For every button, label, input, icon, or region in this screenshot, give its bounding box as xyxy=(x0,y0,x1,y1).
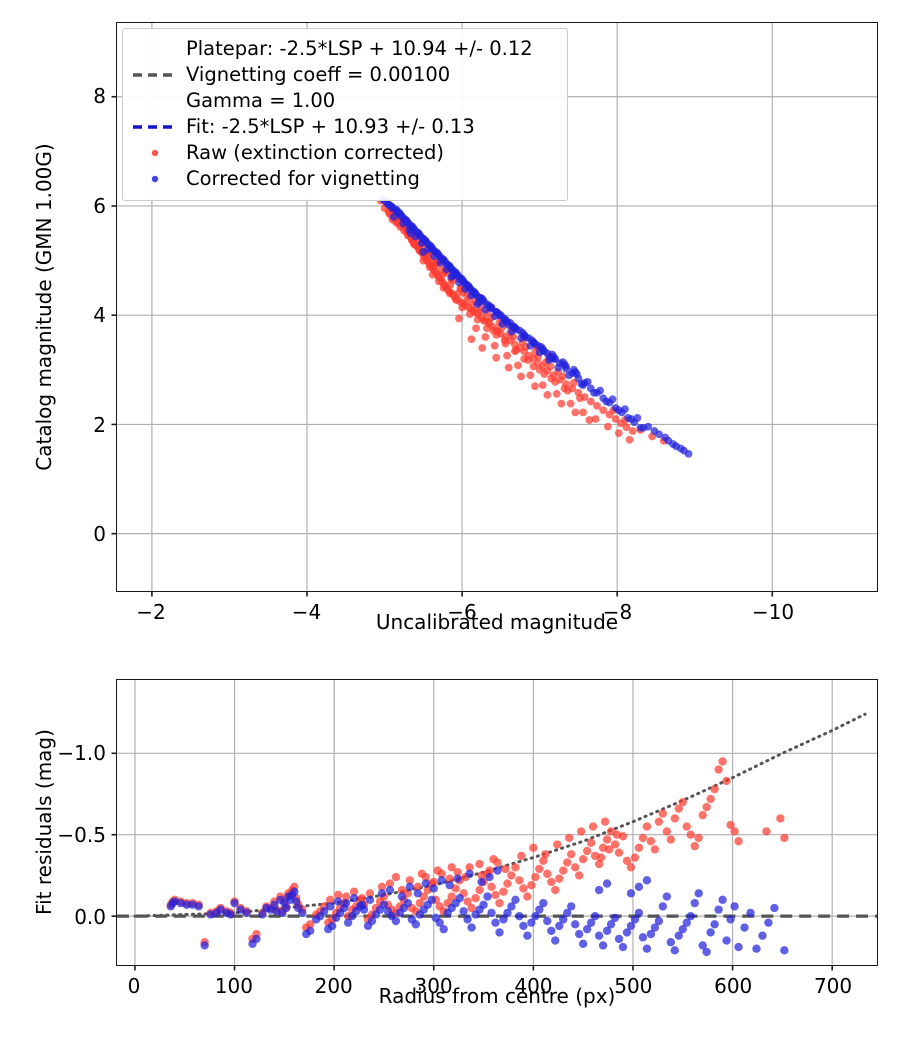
bottom-x-tick-5: 500 xyxy=(614,974,653,998)
legend-item-vignetting-coeff: Vignetting coeff = 0.00100 xyxy=(132,62,558,88)
top-x-tick-3: −8 xyxy=(602,600,633,624)
top-x-tick-0: −2 xyxy=(136,600,166,624)
fit-residuals-plot xyxy=(111,679,878,971)
blue-dot-marker-icon xyxy=(132,169,178,189)
legend-label-vignetting-coeff: Vignetting coeff = 0.00100 xyxy=(186,63,451,87)
legend: Platepar: -2.5*LSP + 10.94 +/- 0.12 Vign… xyxy=(122,28,568,201)
legend-item-corrected: Corrected for vignetting xyxy=(132,166,558,192)
bottom-x-axis-label: Radius from centre (px) xyxy=(378,984,616,1008)
bottom-x-tick-3: 300 xyxy=(414,974,453,998)
top-x-axis-label: Uncalibrated magnitude xyxy=(375,610,619,634)
top-y-tick-2: 4 xyxy=(93,303,106,328)
bottom-x-tick-4: 400 xyxy=(514,974,553,998)
bottom-x-tick-2: 200 xyxy=(314,974,353,998)
top-x-tick-1: −4 xyxy=(291,600,322,624)
top-y-tick-0: 0 xyxy=(93,522,106,547)
red-dot-marker-icon xyxy=(132,143,178,163)
gray-dashed-line-icon xyxy=(132,65,178,85)
legend-label-raw: Raw (extinction corrected) xyxy=(186,141,444,165)
legend-item-gamma: Gamma = 1.00 xyxy=(132,88,558,114)
top-y-tick-4: 8 xyxy=(93,83,106,108)
legend-item-raw: Raw (extinction corrected) xyxy=(132,140,558,166)
legend-label-fit: Fit: -2.5*LSP + 10.93 +/- 0.13 xyxy=(186,115,475,139)
top-x-tick-4: −10 xyxy=(751,600,795,624)
bottom-y-axis-label: Fit residuals (mag) xyxy=(32,729,56,915)
bottom-y-tick-2: −1.0 xyxy=(57,740,106,765)
top-y-tick-1: 2 xyxy=(93,412,106,437)
top-y-tick-3: 6 xyxy=(93,193,106,218)
top-y-axis-label: Catalog magnitude (GMN 1.00G) xyxy=(32,143,56,471)
bottom-x-tick-0: 0 xyxy=(127,974,141,998)
bottom-plot-canvas xyxy=(111,680,877,971)
bottom-x-tick-1: 100 xyxy=(214,974,253,998)
legend-label-platepar: Platepar: -2.5*LSP + 10.94 +/- 0.12 xyxy=(186,37,533,61)
bottom-y-tick-0: 0.0 xyxy=(74,904,106,929)
bottom-y-tick-1: −0.5 xyxy=(57,822,106,847)
top-x-tick-2: −6 xyxy=(447,600,477,624)
bottom-x-tick-7: 700 xyxy=(813,974,853,998)
legend-label-corrected: Corrected for vignetting xyxy=(186,167,420,191)
legend-item-platepar: Platepar: -2.5*LSP + 10.94 +/- 0.12 xyxy=(132,36,558,62)
legend-item-fit: Fit: -2.5*LSP + 10.93 +/- 0.13 xyxy=(132,114,558,140)
bottom-x-tick-6: 600 xyxy=(714,974,753,998)
legend-marker-none xyxy=(132,91,178,111)
legend-label-gamma: Gamma = 1.00 xyxy=(186,89,336,113)
legend-marker-none xyxy=(132,39,178,59)
blue-dashed-line-icon xyxy=(132,117,178,137)
